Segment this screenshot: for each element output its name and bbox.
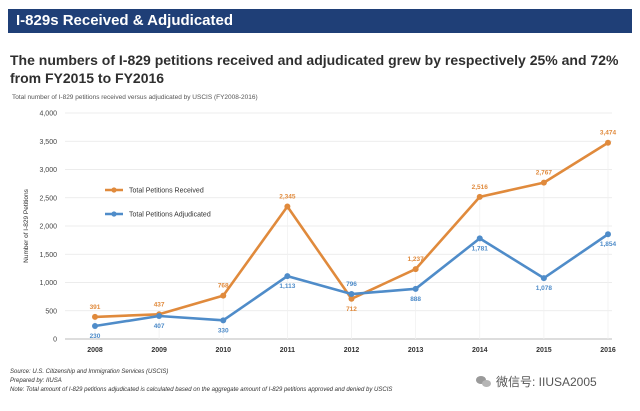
data-label: 1,781: [472, 245, 489, 252]
wechat-watermark: 微信号: IIUSA2005: [476, 373, 597, 390]
x-tick-label: 2015: [536, 347, 552, 354]
y-tick-label: 3,500: [39, 139, 57, 146]
footnote-prepared-by: Prepared by: IIUSA: [10, 378, 62, 384]
data-point: [540, 275, 547, 282]
x-tick-label: 2010: [215, 347, 231, 354]
footnote-note: Note: Total amount of I-829 petitions ad…: [10, 387, 393, 393]
legend-label: Total Petitions Received: [129, 188, 204, 195]
data-point: [412, 285, 419, 292]
x-tick-label: 2016: [600, 347, 616, 354]
wechat-icon: [476, 375, 492, 389]
data-point: [476, 235, 483, 242]
x-tick-label: 2012: [344, 347, 360, 354]
chart-subtitle: Total number of I-829 petitions received…: [12, 94, 258, 101]
y-tick-label: 500: [45, 308, 57, 315]
data-label: 2,767: [536, 170, 553, 177]
data-label: 437: [154, 301, 165, 308]
data-label: 796: [346, 281, 357, 288]
data-label: 391: [90, 304, 101, 311]
data-label: 330: [218, 327, 229, 334]
data-point: [348, 291, 355, 298]
data-label: 3,474: [600, 130, 617, 137]
y-tick-label: 1,500: [39, 252, 57, 259]
x-tick-label: 2011: [280, 347, 295, 354]
y-tick-label: 2,000: [39, 224, 57, 231]
y-tick-label: 0: [53, 337, 57, 344]
y-tick-label: 1,000: [39, 280, 57, 287]
y-tick-label: 4,000: [39, 111, 57, 118]
data-label: 2,345: [279, 194, 296, 201]
data-point: [605, 231, 611, 238]
data-point: [220, 292, 227, 299]
data-point: [284, 203, 291, 210]
data-point: [476, 193, 483, 200]
data-label: 768: [218, 283, 229, 290]
data-label: 888: [410, 296, 421, 303]
chart-headline: The numbers of I-829 petitions received …: [10, 52, 619, 86]
x-tick-label: 2014: [472, 347, 488, 354]
data-label: 230: [90, 333, 101, 340]
data-point: [156, 313, 163, 320]
x-tick-label: 2013: [408, 347, 424, 354]
x-tick-label: 2008: [87, 347, 103, 354]
data-point: [92, 323, 98, 330]
banner-title: I-829s Received & Adjudicated: [16, 12, 234, 29]
data-label: 1,237: [407, 256, 424, 263]
data-label: 712: [346, 306, 357, 313]
section-banner: I-829s Received & Adjudicated: [8, 9, 632, 33]
data-point: [284, 273, 291, 280]
y-axis-label: Number of I-829 Petitions: [23, 188, 30, 262]
watermark-text: 微信号: IIUSA2005: [496, 375, 597, 389]
data-point: [220, 317, 227, 324]
legend-marker: [111, 211, 117, 217]
data-point: [412, 266, 419, 273]
data-label: 1,078: [536, 285, 553, 292]
legend-label: Total Petitions Adjudicated: [129, 212, 211, 219]
data-label: 1,113: [279, 283, 295, 290]
data-point: [348, 295, 355, 302]
y-tick-label: 3,000: [39, 167, 57, 174]
legend-marker: [111, 187, 117, 193]
footnote-source: Source: U.S. Citizenship and Immigration…: [10, 369, 169, 375]
x-tick-label: 2009: [151, 347, 167, 354]
data-point: [92, 313, 98, 320]
data-label: 1,854: [600, 241, 617, 248]
data-label: 407: [154, 323, 165, 330]
y-tick-label: 2,500: [39, 195, 57, 202]
data-label: 2,516: [472, 184, 489, 191]
series-line-received: [94, 141, 609, 319]
data-point: [540, 179, 547, 186]
data-point: [605, 139, 611, 146]
